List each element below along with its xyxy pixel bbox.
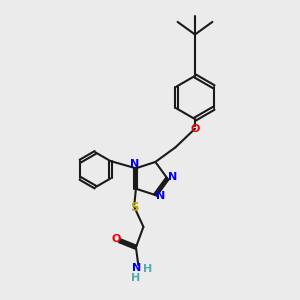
Text: O: O <box>190 124 200 134</box>
Text: N: N <box>156 191 165 201</box>
Text: O: O <box>111 234 121 244</box>
Text: S: S <box>130 201 139 214</box>
Text: H: H <box>131 273 140 284</box>
Text: N: N <box>130 159 139 169</box>
Text: N: N <box>168 172 177 182</box>
Text: N: N <box>133 263 142 273</box>
Text: H: H <box>143 264 152 274</box>
